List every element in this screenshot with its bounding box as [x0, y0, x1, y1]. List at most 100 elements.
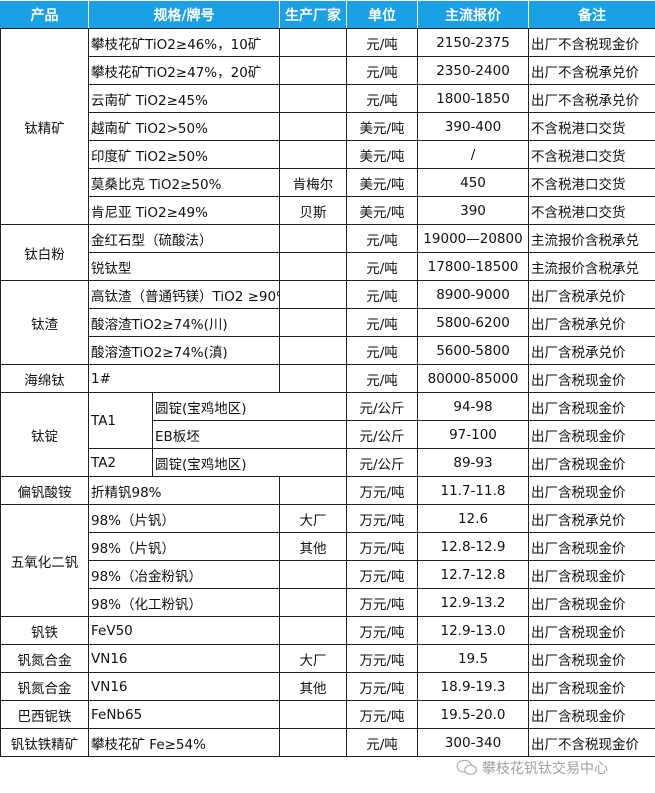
unit-cell: 万元/吨: [346, 504, 418, 533]
price-cell: 5800-6200: [417, 308, 529, 337]
maker-cell: [279, 140, 347, 169]
note-cell: 主流报价含税承兑: [528, 224, 655, 253]
product-cell: 钛精矿: [0, 28, 89, 225]
unit-cell: 元/吨: [346, 252, 418, 281]
spec-cell: 折精钒98%: [88, 476, 280, 505]
table-row: 钛锭 TA1 圆锭(宝鸡地区) 元/公斤 94-98 出厂含税现金价: [0, 392, 655, 477]
table-body: 钛精矿 攀枝花矿TiO2≥46%，10矿 元/吨 2150-2375 出厂不含税现金价攀…: [0, 28, 655, 757]
spec-cell: 1#: [88, 364, 280, 393]
price-cell: 18.9-19.3: [417, 672, 529, 701]
spec-cell: FeNb65: [88, 700, 280, 729]
unit-cell: 元/公斤: [346, 448, 418, 477]
price-cell: 390-400: [417, 112, 529, 141]
table-row: 钒铁 FeV50 万元/吨 12.9-13.0 出厂含税现金价: [0, 616, 655, 645]
spec-cell: 98%（化工粉钒）: [88, 588, 280, 617]
maker-cell: [279, 616, 347, 645]
maker-cell: 大厂: [279, 644, 347, 673]
note-cell: 出厂含税现金价: [528, 532, 655, 561]
note-cell: 不含税港口交货: [528, 196, 655, 225]
unit-cell: 万元/吨: [346, 588, 418, 617]
price-cell: /: [417, 140, 529, 169]
product-cell: 偏钒酸铵: [0, 476, 89, 505]
note-cell: 不含税港口交货: [528, 168, 655, 197]
unit-cell: 美元/吨: [346, 140, 418, 169]
table-row: 钛精矿 攀枝花矿TiO2≥46%，10矿 元/吨 2150-2375 出厂不含税现金价: [0, 28, 655, 225]
table-row: 印度矿 TiO2≥50% 美元/吨 / 不含税港口交货: [1, 140, 655, 169]
price-cell: 12.8-12.9: [417, 532, 529, 561]
product-cell: 巴西铌铁: [0, 700, 89, 729]
spec-cell: 肯尼亚 TiO2≥49%: [88, 196, 280, 225]
unit-cell: 万元/吨: [346, 672, 418, 701]
spec-cell: VN16: [88, 644, 280, 673]
table-row: 偏钒酸铵 折精钒98% 万元/吨 11.7-11.8 出厂含税现金价: [0, 476, 655, 505]
form-cell: 圆锭(宝鸡地区): [152, 392, 347, 421]
maker-cell: [279, 252, 347, 281]
header-price: 主流报价: [417, 0, 529, 29]
product-cell: 海绵钛: [0, 364, 89, 393]
table-row: 越南矿 TiO2>50% 美元/吨 390-400 不含税港口交货: [1, 112, 655, 141]
spec-cell: 云南矿 TiO2≥45%: [88, 84, 280, 113]
spec-cell: 金红石型（硫酸法）: [88, 224, 280, 253]
maker-cell: [279, 112, 347, 141]
spec-cell: 印度矿 TiO2≥50%: [88, 140, 280, 169]
spec-cell: 98%（片钒）: [88, 504, 280, 533]
maker-cell: 大厂: [279, 504, 347, 533]
unit-cell: 元/吨: [346, 364, 418, 393]
maker-cell: [279, 700, 347, 729]
note-cell: 出厂不含税承兑价: [528, 84, 655, 113]
header-unit: 单位: [346, 0, 418, 29]
grade-cell: TA2: [88, 448, 153, 477]
table-row: TA2 圆锭(宝鸡地区) 元/公斤 89-93 出厂含税现金价: [1, 448, 655, 477]
price-cell: 11.7-11.8: [417, 476, 529, 505]
table-row: 酸溶渣TiO2≥74%(川) 元/吨 5800-6200 出厂含税承兑价: [1, 308, 655, 337]
price-cell: 12.9-13.0: [417, 616, 529, 645]
note-cell: 出厂含税现金价: [528, 364, 655, 393]
note-cell: 出厂含税承兑价: [528, 336, 655, 365]
price-cell: 12.9-13.2: [417, 588, 529, 617]
table-row: 98%（冶金粉钒） 万元/吨 12.7-12.8 出厂含税现金价: [1, 560, 655, 589]
price-cell: 8900-9000: [417, 280, 529, 309]
wechat-icon: [456, 759, 478, 775]
note-cell: 出厂含税现金价: [528, 644, 655, 673]
price-cell: 17800-18500: [417, 252, 529, 281]
maker-cell: 其他: [279, 672, 347, 701]
table-row: 钒氮合金 VN16 大厂 万元/吨 19.5 出厂含税现金价: [0, 644, 655, 673]
price-cell: 300-340: [417, 728, 529, 757]
unit-cell: 美元/吨: [346, 112, 418, 141]
unit-cell: 元/吨: [346, 84, 418, 113]
table-row: 钒钛铁精矿 攀枝花矿 Fe≥54% 元/吨 300-340 出厂不含税现金价: [0, 728, 655, 757]
note-cell: 出厂含税承兑价: [528, 308, 655, 337]
product-cell: 五氧化二钒: [0, 504, 89, 617]
table-row: 巴西铌铁 FeNb65 万元/吨 19.5-20.0 出厂含税现金价: [0, 700, 655, 729]
note-cell: 出厂含税现金价: [528, 448, 655, 477]
note-cell: 出厂含税现金价: [528, 616, 655, 645]
unit-cell: 万元/吨: [346, 560, 418, 589]
note-cell: 出厂含税承兑价: [528, 280, 655, 309]
unit-cell: 元/吨: [346, 336, 418, 365]
note-cell: 出厂含税现金价: [528, 672, 655, 701]
price-cell: 12.7-12.8: [417, 560, 529, 589]
table-row: 肯尼亚 TiO2≥49% 贝斯 美元/吨 390 不含税港口交货: [1, 196, 655, 225]
maker-cell: 肯梅尔: [279, 168, 347, 197]
note-cell: 出厂不含税承兑价: [528, 56, 655, 85]
maker-cell: [279, 728, 347, 757]
note-cell: 不含税港口交货: [528, 112, 655, 141]
product-cell: 钒钛铁精矿: [0, 728, 89, 757]
maker-cell: [279, 84, 347, 113]
product-cell: 钛白粉: [0, 224, 89, 281]
unit-cell: 美元/吨: [346, 196, 418, 225]
note-cell: 出厂含税现金价: [528, 420, 655, 449]
spec-cell: FeV50: [88, 616, 280, 645]
note-cell: 主流报价含税承兑: [528, 252, 655, 281]
table-row: 钒氮合金 VN16 其他 万元/吨 18.9-19.3 出厂含税现金价: [0, 672, 655, 701]
product-cell: 钛渣: [0, 280, 89, 365]
price-cell: 89-93: [417, 448, 529, 477]
maker-cell: [279, 336, 347, 365]
spec-cell: 越南矿 TiO2>50%: [88, 112, 280, 141]
table-row: 锐钛型 元/吨 17800-18500 主流报价含税承兑: [1, 252, 655, 281]
unit-cell: 元/公斤: [346, 420, 418, 449]
note-cell: 出厂含税现金价: [528, 392, 655, 421]
spec-cell: 锐钛型: [88, 252, 280, 281]
spec-cell: 酸溶渣TiO2≥74%(滇): [88, 336, 280, 365]
grade-cell: TA1: [88, 392, 153, 449]
